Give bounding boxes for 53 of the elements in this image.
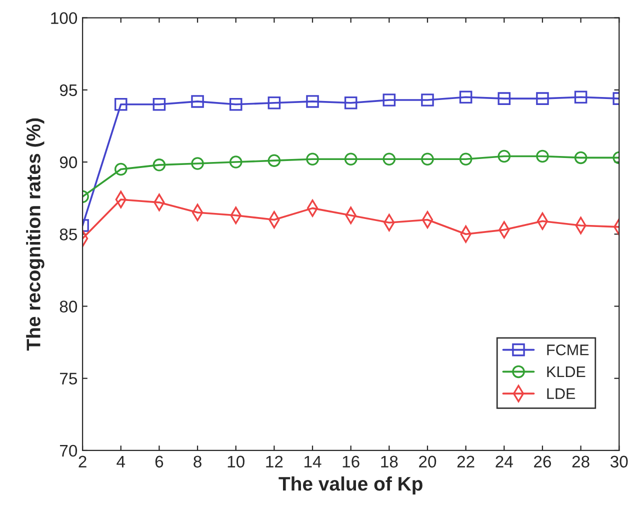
x-tick-label: 8 bbox=[194, 456, 202, 468]
point bbox=[268, 154, 281, 167]
x-tick-label: 2 bbox=[78, 456, 86, 468]
point bbox=[268, 96, 281, 110]
point bbox=[114, 98, 128, 111]
point bbox=[459, 90, 472, 104]
point bbox=[382, 152, 396, 166]
point bbox=[536, 92, 549, 105]
y-tick-label: 100 bbox=[51, 12, 78, 24]
point bbox=[306, 152, 319, 166]
point bbox=[574, 151, 588, 164]
y-tick-label: 95 bbox=[60, 84, 77, 96]
x-tick-label: 22 bbox=[457, 456, 474, 468]
y-tick-label: 75 bbox=[60, 372, 77, 385]
point bbox=[459, 152, 472, 166]
point bbox=[152, 158, 166, 172]
x-tick-label: 18 bbox=[381, 456, 398, 468]
x-tick-label: 30 bbox=[610, 456, 628, 468]
point bbox=[191, 95, 204, 108]
point bbox=[229, 98, 242, 111]
point bbox=[382, 94, 396, 106]
legend-label: LDE bbox=[547, 388, 576, 399]
legend-label: KLDE bbox=[547, 366, 586, 378]
legend-label: FCME bbox=[547, 344, 589, 356]
x-tick-label: 4 bbox=[116, 456, 126, 468]
point bbox=[536, 150, 549, 163]
point bbox=[344, 96, 358, 110]
y-tick-label: 90 bbox=[60, 156, 78, 168]
point bbox=[421, 94, 434, 106]
x-tick-label: 14 bbox=[304, 456, 322, 468]
y-tick-label: 80 bbox=[60, 300, 78, 312]
point bbox=[114, 162, 128, 176]
x-tick-label: 10 bbox=[228, 456, 244, 468]
point bbox=[498, 150, 511, 163]
y-tick-label: 85 bbox=[60, 228, 77, 240]
x-tick-label: 26 bbox=[534, 456, 552, 468]
point bbox=[421, 152, 434, 166]
x-tick-label: 24 bbox=[496, 456, 513, 468]
point bbox=[344, 152, 358, 166]
x-axis-title: The value of Kp bbox=[278, 476, 422, 495]
x-tick-label: 6 bbox=[155, 456, 164, 468]
y-axis-title: The recognition rates (%) bbox=[26, 118, 44, 351]
point bbox=[152, 98, 166, 111]
point bbox=[229, 156, 242, 168]
point bbox=[191, 157, 204, 170]
y-tick-label: 70 bbox=[60, 444, 78, 457]
x-tick-label: 16 bbox=[342, 456, 360, 468]
x-tick-label: 28 bbox=[572, 456, 590, 468]
point bbox=[574, 90, 588, 104]
x-tick-label: 12 bbox=[266, 456, 283, 468]
point bbox=[498, 92, 511, 105]
point bbox=[306, 95, 319, 108]
x-tick-label: 20 bbox=[419, 456, 436, 468]
